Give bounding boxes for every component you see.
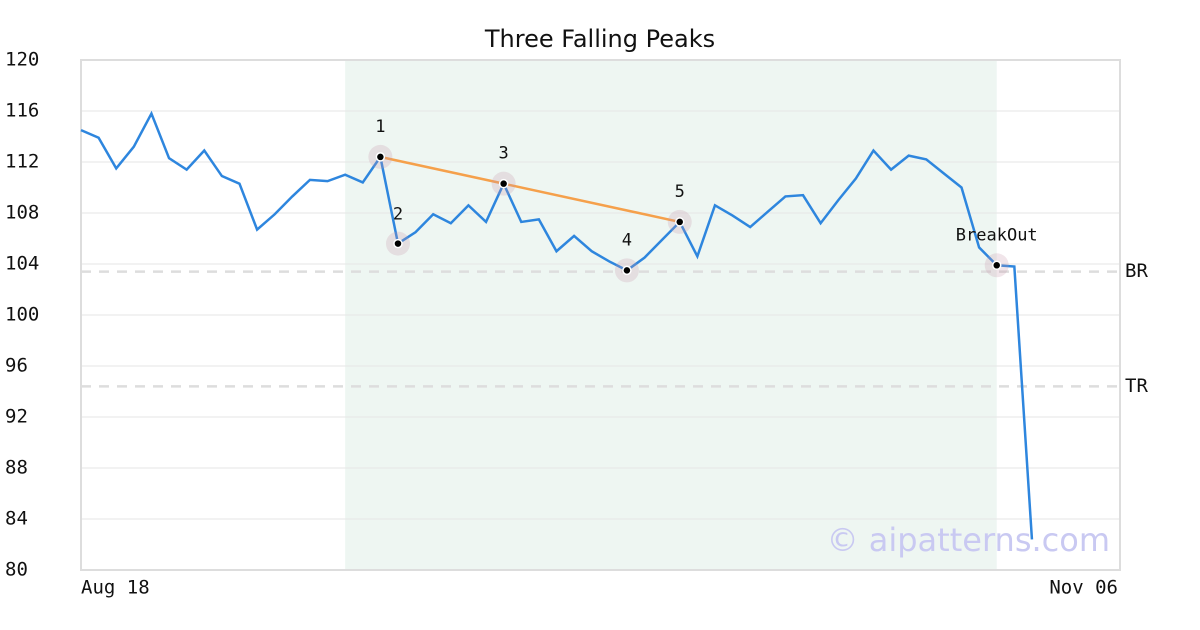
point-label: 3 (499, 144, 509, 164)
trendline (380, 155, 681, 224)
y-tick-label: 112 (5, 151, 39, 173)
y-tick-label: 120 (5, 49, 39, 71)
level-label: BR (1125, 260, 1148, 282)
price-line (80, 110, 1034, 540)
y-tick-label: 88 (5, 457, 28, 479)
point-label: BreakOut (956, 225, 1038, 245)
point-marker (393, 238, 403, 249)
point-label: 1 (375, 117, 385, 137)
watermark: © aipatterns.com (827, 521, 1110, 559)
point-label: 4 (622, 230, 632, 250)
y-tick-label: 96 (5, 355, 28, 377)
point-label: 2 (393, 205, 403, 225)
y-tick-label: 104 (5, 253, 39, 275)
point-marker (622, 265, 632, 276)
y-tick-label: 84 (5, 508, 28, 530)
point-marker (375, 152, 386, 162)
y-tick-label: 92 (5, 406, 28, 428)
plot-frame (80, 59, 1121, 571)
y-tick-label: 116 (5, 100, 39, 122)
level-label: TR (1125, 375, 1148, 397)
y-tick-label: 100 (5, 304, 39, 326)
point-marker (674, 217, 685, 227)
x-tick-label: Aug 18 (81, 577, 150, 599)
y-tick-label: 80 (5, 559, 28, 581)
chart-title: Three Falling Peaks (484, 25, 715, 53)
point-marker (498, 178, 509, 189)
point-marker (991, 260, 1002, 271)
y-tick-label: 108 (5, 202, 39, 224)
x-tick-label: Nov 06 (1049, 577, 1118, 599)
point-label: 5 (675, 182, 685, 202)
